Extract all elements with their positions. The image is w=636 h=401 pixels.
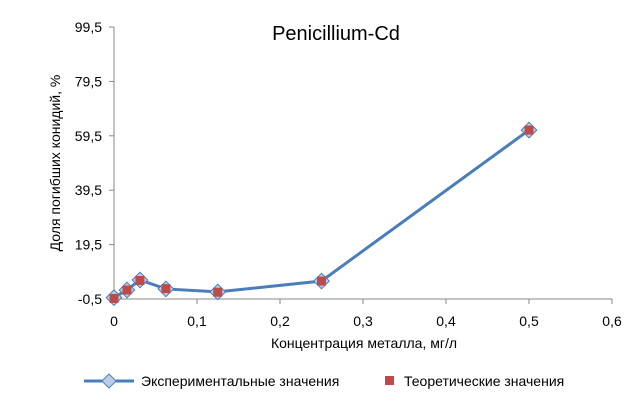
y-tick-label: 59,5 [75,128,102,144]
theoretical-point [213,287,223,297]
x-tick-label: 0,1 [187,313,207,329]
theoretical-point [122,285,132,295]
theoretical-point [524,125,534,135]
legend-square-icon [385,376,394,385]
legend-diamond-icon [101,373,117,389]
x-tick-label: 0,4 [436,313,456,329]
x-tick-label: 0 [110,313,118,329]
theoretical-point [317,276,326,286]
y-tick-label: -0,5 [78,291,102,307]
y-tick-label: 19,5 [75,237,102,253]
theoretical-point [135,276,145,286]
y-axis-label: Доля погибших конидий, % [47,75,63,252]
x-tick-label: 0,6 [602,313,622,329]
y-tick-label: 39,5 [75,182,102,198]
theoretical-point [161,284,171,294]
legend-label-experimental: Экспериментальные значения [141,373,339,389]
y-tick-label: 99,5 [75,19,102,35]
y-tick-label: 79,5 [75,73,102,89]
x-axis-label: Концентрация металла, мг/л [271,335,457,351]
x-tick-label: 0,3 [353,313,373,329]
legend-label-theoretical: Теоретические значения [404,373,564,389]
x-tick-label: 0,5 [519,313,539,329]
legend: Экспериментальные значения Теоретические… [84,373,564,389]
x-tick-label: 0,2 [270,313,290,329]
theoretical-point [109,293,119,303]
chart-title: Penicillium-Cd [272,23,400,45]
experimental-line [113,128,530,299]
